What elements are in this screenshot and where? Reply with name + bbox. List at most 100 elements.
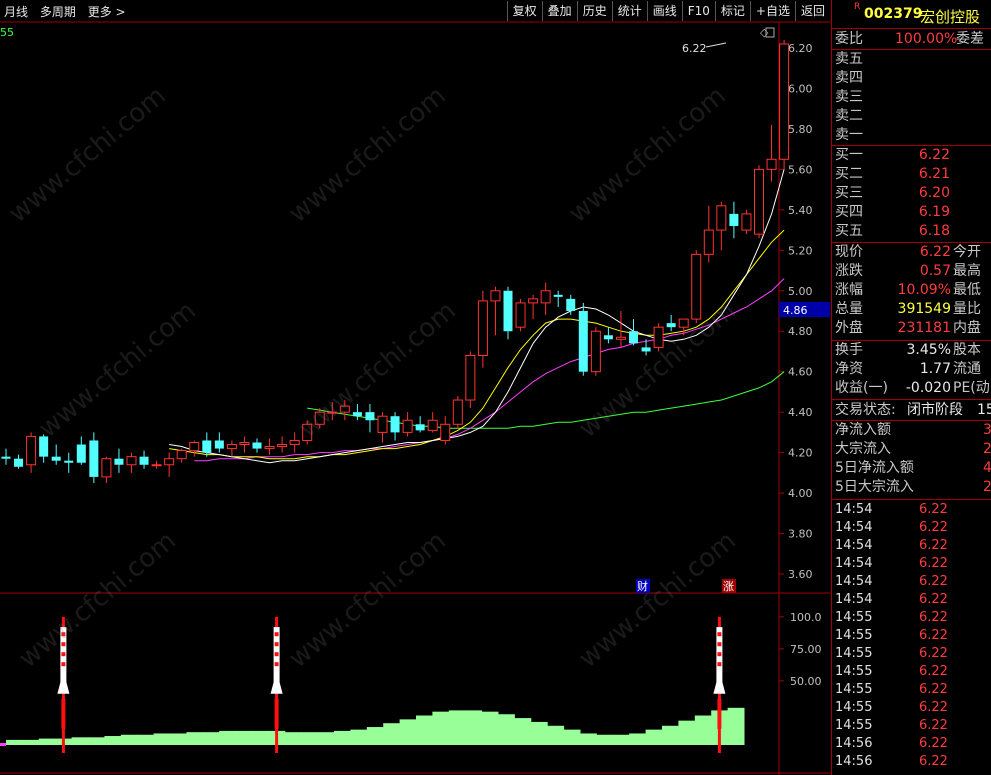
tick-time: 14:56 [835, 754, 873, 769]
price-tick-label: 5.80 [788, 123, 813, 136]
tick-row: 14:55 6.22 [835, 627, 948, 645]
tick-row: 14:54 6.22 [835, 591, 948, 609]
tick-time: 14:55 [835, 700, 873, 715]
candle-body-down [578, 311, 588, 372]
tick-price: 6.22 [919, 754, 948, 769]
fund-right-label: 股本 [953, 342, 981, 358]
signal-dot [274, 632, 279, 637]
draw-line-button[interactable]: 画线 [646, 1, 682, 21]
price-axis: 6.20 6.00 5.80 5.60 5.40 5.20 5.00 4.80 4.60 4.40… [779, 42, 813, 581]
candle-body-down [202, 440, 212, 453]
history-button[interactable]: 历史 [576, 1, 612, 21]
candle-body-down [415, 424, 425, 431]
fund-label: 净资 [835, 361, 863, 377]
buy-price: 6.21 [918, 166, 950, 182]
buy-price: 6.18 [918, 223, 950, 239]
osc-bar [88, 737, 105, 745]
f10-button[interactable]: F10 [681, 1, 715, 21]
flow-value: 2 [983, 441, 991, 457]
settings-icon[interactable] [765, 27, 775, 38]
stat-value: 231181 [897, 320, 951, 336]
stat-label: 涨跌 [835, 263, 863, 279]
stat-row: 外盘 231181 内盘 [835, 319, 991, 338]
osc-tick-label: 50.00 [790, 675, 822, 688]
candle-body-up [239, 442, 250, 446]
sell-row: 卖一 [835, 126, 991, 145]
moving-average-lines [169, 169, 785, 464]
osc-bar [678, 720, 696, 745]
back-button[interactable]: 返回 [794, 1, 830, 21]
tick-price: 6.22 [919, 538, 948, 553]
tick-price: 6.22 [919, 628, 948, 643]
multi-period-button[interactable]: 多周期 [39, 5, 76, 19]
add-watchlist-button[interactable]: +自选 [749, 1, 795, 21]
tick-time: 14:55 [835, 646, 873, 661]
price-tick-label: 4.60 [788, 366, 813, 379]
candle-body-down [641, 347, 651, 352]
signal-flame [717, 698, 722, 729]
flow-row: 大宗流入 2 [835, 440, 991, 459]
tick-time: 14:56 [835, 736, 873, 751]
flow-label: 净流入额 [835, 422, 891, 438]
candle-body-up [402, 419, 413, 433]
candle-body-up [164, 458, 175, 466]
signal-dot [717, 652, 722, 657]
stat-label: 外盘 [835, 320, 863, 336]
fuquan-button[interactable]: 复权 [506, 1, 542, 21]
tick-row: 14:54 6.22 [835, 555, 948, 573]
tick-row: 14:55 6.22 [835, 699, 948, 717]
fund-value: -0.020 [905, 380, 951, 396]
osc-bar [317, 732, 335, 745]
fund-value: 1.77 [919, 361, 951, 377]
candle-body-down [1, 456, 11, 459]
flow-value: 4 [983, 460, 991, 476]
peak-price-label: 6.22 [682, 42, 707, 55]
stat-label: 涨幅 [835, 282, 863, 298]
overlay-button[interactable]: 叠加 [541, 1, 577, 21]
indicator-label: 55 [0, 26, 14, 39]
osc-bar [514, 718, 532, 745]
kline-chart[interactable]: 55 ◇ 6.20 6.00 5.80 5.60 5.40 5.20 5.00 4.80 4.6… [0, 0, 830, 775]
tick-row: 14:55 6.22 [835, 717, 948, 735]
ma10-line [169, 229, 785, 460]
osc-bar [629, 733, 647, 745]
tick-row: 14:55 6.22 [835, 609, 948, 627]
rise-marker[interactable] [722, 579, 736, 593]
signal-dot [717, 662, 722, 667]
more-button[interactable]: 更多 > [87, 5, 126, 19]
candle-body-down [51, 456, 61, 461]
mark-button[interactable]: 标记 [714, 1, 750, 21]
candle-body-down [89, 440, 99, 477]
osc-bar [252, 730, 269, 745]
price-tick-label: 3.60 [788, 568, 813, 581]
candle-body-down [390, 416, 400, 433]
diamond-icon[interactable]: ◇ [760, 26, 769, 39]
rise-marker-text: 涨 [723, 580, 734, 593]
tick-time: 14:54 [835, 502, 873, 517]
candle-body-up [528, 298, 539, 304]
flow-value: 2 [983, 479, 991, 495]
buy-price: 6.22 [918, 147, 950, 163]
signal-flame [61, 698, 66, 729]
osc-bar [120, 734, 138, 745]
candle-body-down [139, 456, 149, 465]
tick-row: 14:55 6.22 [835, 681, 948, 699]
buy-row: 买三 6.20 [835, 184, 991, 203]
osc-bar [284, 732, 302, 745]
candle-body-up [452, 399, 463, 425]
price-tick-label: 6.20 [788, 42, 813, 55]
fund-label: 换手 [835, 342, 863, 358]
statistics-button[interactable]: 统计 [611, 1, 647, 21]
tick-price: 6.22 [919, 574, 948, 589]
sell-row: 卖四 [835, 69, 991, 88]
tick-row: 14:54 6.22 [835, 519, 948, 537]
flow-label: 5日大宗流入 [835, 479, 914, 495]
finance-marker[interactable] [636, 579, 650, 593]
candle-body-up [615, 336, 626, 340]
tick-price: 6.22 [919, 610, 948, 625]
monthly-button[interactable]: 月线 [4, 5, 29, 19]
weibi-value: 100.00% [895, 31, 958, 47]
fund-label: 收益(一) [835, 380, 888, 396]
candle-body-up [766, 158, 777, 170]
osc-bar [22, 739, 40, 745]
